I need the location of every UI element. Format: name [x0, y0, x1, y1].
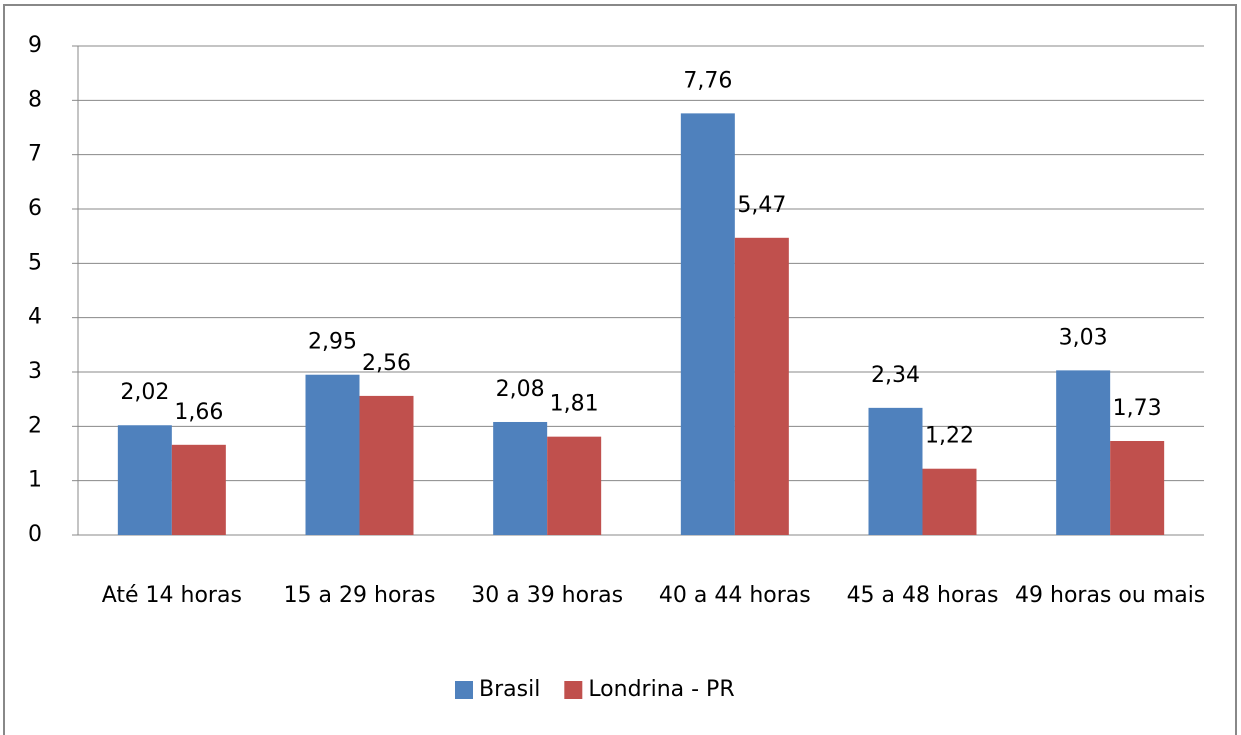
legend-label: Brasil [479, 677, 540, 702]
bar [547, 436, 602, 535]
value-label: 1,22 [925, 424, 974, 449]
chart-border [3, 4, 1237, 735]
y-tick-label: 7 [28, 142, 42, 167]
x-tick-label: 15 a 29 horas [283, 583, 436, 608]
value-label: 2,56 [362, 351, 411, 376]
y-tick-label: 4 [28, 305, 42, 330]
x-tick-label: Até 14 horas [101, 583, 242, 608]
x-tick-label: 45 a 48 horas [846, 583, 999, 608]
y-tick-label: 3 [28, 359, 42, 384]
y-tick-label: 2 [28, 413, 42, 438]
value-label: 7,76 [683, 68, 732, 93]
bar [493, 421, 548, 535]
y-tick-label: 6 [28, 196, 42, 221]
bar [922, 468, 977, 535]
value-label: 2,08 [496, 377, 545, 402]
value-label: 2,02 [120, 380, 169, 405]
legend-swatch [455, 681, 473, 699]
y-tick-label: 9 [28, 33, 42, 58]
bar [305, 374, 360, 535]
bar [680, 113, 735, 535]
y-tick-label: 8 [28, 87, 42, 112]
value-label: 3,03 [1059, 325, 1108, 350]
bar [734, 237, 789, 535]
value-label: 2,34 [871, 363, 920, 388]
bar [359, 395, 414, 535]
x-tick-label: 40 a 44 horas [658, 583, 811, 608]
value-label: 2,95 [308, 330, 357, 355]
legend-label: Londrina - PR [588, 677, 734, 702]
x-tick-label: 49 horas ou mais [1015, 583, 1206, 608]
bar [868, 407, 923, 535]
value-label: 1,66 [174, 400, 223, 425]
x-tick-label: 30 a 39 horas [471, 583, 624, 608]
bar [1056, 370, 1111, 535]
y-tick-label: 0 [28, 522, 42, 547]
y-tick-label: 5 [28, 250, 42, 275]
value-label: 1,73 [1113, 396, 1162, 421]
legend-swatch [564, 681, 583, 699]
value-label: 1,81 [550, 392, 599, 417]
value-label: 5,47 [737, 193, 786, 218]
bar [117, 425, 172, 535]
bar [171, 444, 226, 535]
y-tick-label: 1 [28, 468, 42, 493]
bar [1110, 441, 1165, 535]
